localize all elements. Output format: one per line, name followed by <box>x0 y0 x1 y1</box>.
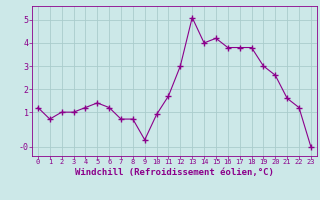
X-axis label: Windchill (Refroidissement éolien,°C): Windchill (Refroidissement éolien,°C) <box>75 168 274 177</box>
